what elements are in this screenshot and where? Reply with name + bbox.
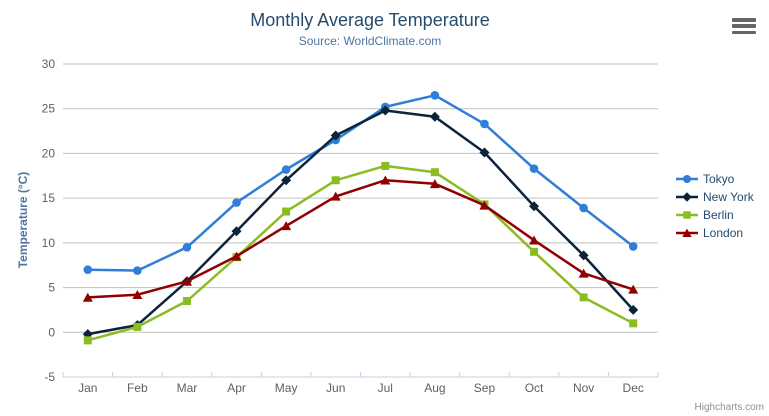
- marker-berlin-nov[interactable]: [579, 293, 588, 302]
- marker-tokyo-dec[interactable]: [628, 242, 638, 251]
- marker-london-sep[interactable]: [479, 200, 490, 210]
- x-axis-tick-label: Nov: [573, 381, 594, 395]
- marker-london-aug[interactable]: [429, 179, 440, 189]
- marker-new-york-dec[interactable]: [628, 304, 639, 315]
- marker-tokyo-apr[interactable]: [232, 198, 241, 207]
- triangle-legend-marker-icon: [676, 228, 698, 237]
- circle-legend-marker-icon: [676, 175, 698, 183]
- marker-berlin-may[interactable]: [282, 207, 291, 216]
- series-line-new-york[interactable]: [86, 109, 635, 336]
- y-axis-tick-label: 25: [42, 102, 56, 116]
- x-axis-tick-label: Jul: [378, 381, 393, 395]
- x-axis-tick-label: Apr: [227, 381, 246, 395]
- marker-tokyo-oct[interactable]: [529, 164, 539, 173]
- marker-berlin-mar[interactable]: [182, 296, 191, 305]
- y-axis-tick-label: 20: [42, 146, 56, 160]
- marker-new-york-nov[interactable]: [578, 250, 589, 261]
- x-axis-tick-label: Oct: [525, 381, 544, 395]
- marker-berlin-dec[interactable]: [629, 319, 638, 328]
- legend-label: Tokyo: [703, 172, 735, 186]
- marker-berlin-jul[interactable]: [381, 161, 390, 170]
- marker-tokyo-feb[interactable]: [133, 266, 142, 275]
- hamburger-icon: [732, 24, 756, 28]
- chart-title: Monthly Average Temperature: [250, 10, 490, 30]
- x-axis-tick-label: Feb: [127, 381, 148, 395]
- legend-label: London: [703, 226, 744, 240]
- marker-berlin-oct[interactable]: [530, 247, 539, 256]
- hamburger-icon: [732, 30, 756, 34]
- hamburger-icon: [732, 18, 756, 22]
- y-axis-tick-label: 10: [42, 236, 56, 250]
- marker-tokyo-sep[interactable]: [480, 119, 489, 129]
- marker-london-jan[interactable]: [82, 292, 93, 302]
- legend-marker-symbol: [683, 175, 691, 183]
- marker-london-apr[interactable]: [231, 251, 242, 261]
- marker-london-jun[interactable]: [330, 191, 341, 201]
- x-axis-tick-label: Jan: [78, 381, 97, 395]
- marker-tokyo-nov[interactable]: [579, 203, 588, 213]
- legend-item-tokyo[interactable]: Tokyo: [676, 170, 754, 188]
- marker-tokyo-jan[interactable]: [83, 265, 93, 274]
- marker-new-york-sep[interactable]: [479, 147, 490, 158]
- legend-item-london[interactable]: London: [676, 224, 754, 242]
- y-axis-tick-label: 30: [42, 57, 56, 71]
- legend-marker-symbol: [682, 192, 692, 202]
- marker-berlin-feb[interactable]: [133, 322, 142, 331]
- legend-item-new-york[interactable]: New York: [676, 188, 754, 206]
- marker-london-oct[interactable]: [529, 235, 540, 245]
- marker-tokyo-aug[interactable]: [430, 91, 440, 100]
- y-axis-tick-label: 5: [48, 281, 55, 295]
- marker-new-york-apr[interactable]: [231, 226, 242, 237]
- marker-new-york-may[interactable]: [281, 175, 292, 186]
- marker-london-jul[interactable]: [380, 175, 391, 185]
- marker-new-york-jun[interactable]: [330, 130, 341, 141]
- marker-new-york-jul[interactable]: [380, 105, 391, 116]
- x-axis-tick-label: Dec: [623, 381, 644, 395]
- x-axis-tick-label: Aug: [424, 381, 445, 395]
- marker-london-feb[interactable]: [132, 290, 143, 300]
- series-line-berlin[interactable]: [86, 164, 635, 342]
- series-line-tokyo[interactable]: [86, 94, 635, 272]
- marker-berlin-jun[interactable]: [331, 176, 340, 185]
- legend: Tokyo New York Berlin London: [676, 170, 754, 242]
- marker-london-dec[interactable]: [628, 284, 639, 294]
- legend-item-berlin[interactable]: Berlin: [676, 206, 754, 224]
- marker-london-mar[interactable]: [181, 276, 192, 286]
- y-axis-tick-label: -5: [44, 370, 55, 384]
- square-legend-marker-icon: [676, 211, 698, 219]
- marker-new-york-aug[interactable]: [429, 111, 440, 122]
- marker-london-may[interactable]: [281, 221, 292, 231]
- marker-tokyo-mar[interactable]: [182, 243, 192, 252]
- x-axis-tick-label: Jun: [326, 381, 345, 395]
- marker-berlin-jan[interactable]: [83, 336, 92, 345]
- diamond-legend-marker-icon: [676, 192, 698, 202]
- chart-subtitle: Source: WorldClimate.com: [298, 34, 442, 48]
- y-axis-tick-label: 15: [42, 191, 56, 205]
- credits-link[interactable]: Highcharts.com: [694, 402, 764, 413]
- marker-tokyo-may[interactable]: [281, 165, 291, 174]
- x-axis-tick-label: May: [275, 381, 298, 395]
- export-menu-button[interactable]: [732, 18, 756, 34]
- marker-new-york-oct[interactable]: [529, 201, 540, 212]
- x-axis-tick-label: Sep: [474, 381, 496, 395]
- legend-label: New York: [703, 190, 754, 204]
- marker-berlin-aug[interactable]: [430, 168, 439, 177]
- legend-marker-symbol: [683, 211, 691, 219]
- marker-london-nov[interactable]: [578, 268, 589, 278]
- y-axis-tick-label: 0: [48, 325, 55, 339]
- series-line-london[interactable]: [86, 179, 635, 299]
- legend-label: Berlin: [703, 208, 734, 222]
- legend-marker-symbol: [682, 228, 692, 237]
- x-axis-tick-label: Mar: [177, 381, 198, 395]
